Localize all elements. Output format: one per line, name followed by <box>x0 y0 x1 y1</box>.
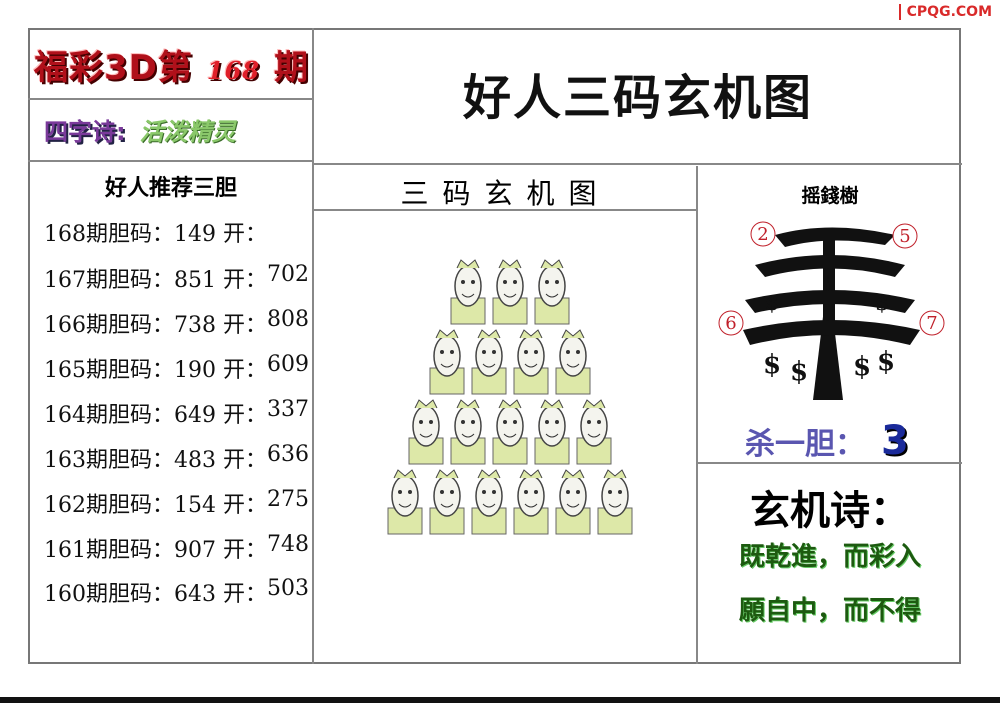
figure-icon <box>450 399 486 465</box>
record-result: 337 <box>266 397 309 422</box>
tree-title: 摇錢樹 <box>801 185 859 207</box>
divider <box>28 160 312 162</box>
record-row: 164期胆码：649 开： 337 <box>44 397 309 429</box>
svg-text:$: $ <box>790 357 808 387</box>
tree-number: 6 <box>725 313 736 334</box>
svg-text:$: $ <box>877 347 895 377</box>
record-row: 165期胆码：190 开： 609 <box>44 352 309 384</box>
record-result: 748 <box>266 532 309 557</box>
kill-value: 3 <box>881 418 909 464</box>
figure-icon <box>534 399 570 465</box>
divider <box>312 28 314 664</box>
header-prefix: 福彩3D第 <box>34 48 193 88</box>
record-label: 165期胆码：190 开： <box>44 358 267 383</box>
figure-icon <box>429 469 465 535</box>
record-row: 168期胆码：149 开： <box>44 216 302 248</box>
poem-line: 願自中，而不得 <box>738 596 921 626</box>
main-frame <box>28 28 961 664</box>
figure-icon <box>492 399 528 465</box>
four-char-poem: 四字诗: 活泼精灵 <box>44 112 236 147</box>
record-row: 160期胆码：643 开： 503 <box>44 576 309 608</box>
tree-number: 7 <box>926 313 937 334</box>
record-label: 164期胆码：649 开： <box>44 403 267 428</box>
figure-pyramid <box>387 259 633 535</box>
record-result: 636 <box>266 442 309 467</box>
figure-icon <box>534 259 570 325</box>
poem-title: 玄机诗： <box>750 487 910 534</box>
figure-icon <box>555 469 591 535</box>
record-result: 808 <box>266 307 309 332</box>
record-result: 503 <box>266 576 309 601</box>
middle-title: 三码玄机图 <box>400 177 611 210</box>
figure-icon <box>429 329 465 395</box>
record-result: 702 <box>266 262 309 287</box>
page-title: 好人三码玄机图 <box>462 70 813 126</box>
issue-number: 168 <box>206 56 260 85</box>
tree-number: 2 <box>757 224 768 245</box>
divider <box>314 209 696 211</box>
record-row: 163期胆码：483 开： 636 <box>44 442 309 474</box>
figure-icon <box>450 259 486 325</box>
issue-header: 福彩3D第 168 期 <box>34 40 309 89</box>
figure-icon <box>471 329 507 395</box>
record-row: 161期胆码：907 开： 748 <box>44 532 309 564</box>
poem-value: 活泼精灵 <box>139 118 236 146</box>
figure-icon <box>471 469 507 535</box>
record-result: 609 <box>266 352 309 377</box>
figure-icon <box>513 329 549 395</box>
record-label: 168期胆码：149 开： <box>44 222 267 247</box>
svg-text:$: $ <box>853 352 871 382</box>
svg-text:$: $ <box>763 350 781 380</box>
svg-text:$: $ <box>765 291 779 315</box>
divider <box>28 98 312 100</box>
kill-label: 杀一胆： <box>745 427 865 462</box>
divider <box>698 462 962 464</box>
figure-icon <box>408 399 444 465</box>
kill-one: 杀一胆： 3 <box>745 418 909 464</box>
tree-number: 5 <box>899 226 910 247</box>
figure-icon <box>387 469 423 535</box>
divider <box>312 163 962 165</box>
money-tree-icon: $ $ $ $ $ $ 2 5 6 7 <box>718 221 945 400</box>
record-label: 166期胆码：738 开： <box>44 313 267 338</box>
recommend-title: 好人推荐三胆 <box>104 176 237 201</box>
figure-icon <box>492 259 528 325</box>
record-label: 167期胆码：851 开： <box>44 268 267 293</box>
record-row: 166期胆码：738 开： 808 <box>44 307 309 339</box>
figure-icon <box>513 469 549 535</box>
header-suffix: 期 <box>274 48 309 88</box>
record-result: 275 <box>266 487 309 512</box>
poem-label: 四字诗: <box>44 118 126 146</box>
record-label: 161期胆码：907 开： <box>44 538 267 563</box>
bottom-bar <box>0 697 1000 703</box>
record-label: 160期胆码：643 开： <box>44 582 267 607</box>
svg-text:$: $ <box>875 291 889 315</box>
poem-line: 既乾進，而彩入 <box>738 542 921 572</box>
record-label: 162期胆码：154 开： <box>44 493 267 518</box>
figure-icon <box>555 329 591 395</box>
divider <box>696 166 698 664</box>
figure-icon <box>597 469 633 535</box>
watermark: CPQG.COM <box>898 4 992 20</box>
record-label: 163期胆码：483 开： <box>44 448 267 473</box>
figure-icon <box>576 399 612 465</box>
record-row: 167期胆码：851 开： 702 <box>44 262 309 294</box>
record-row: 162期胆码：154 开： 275 <box>44 487 309 519</box>
